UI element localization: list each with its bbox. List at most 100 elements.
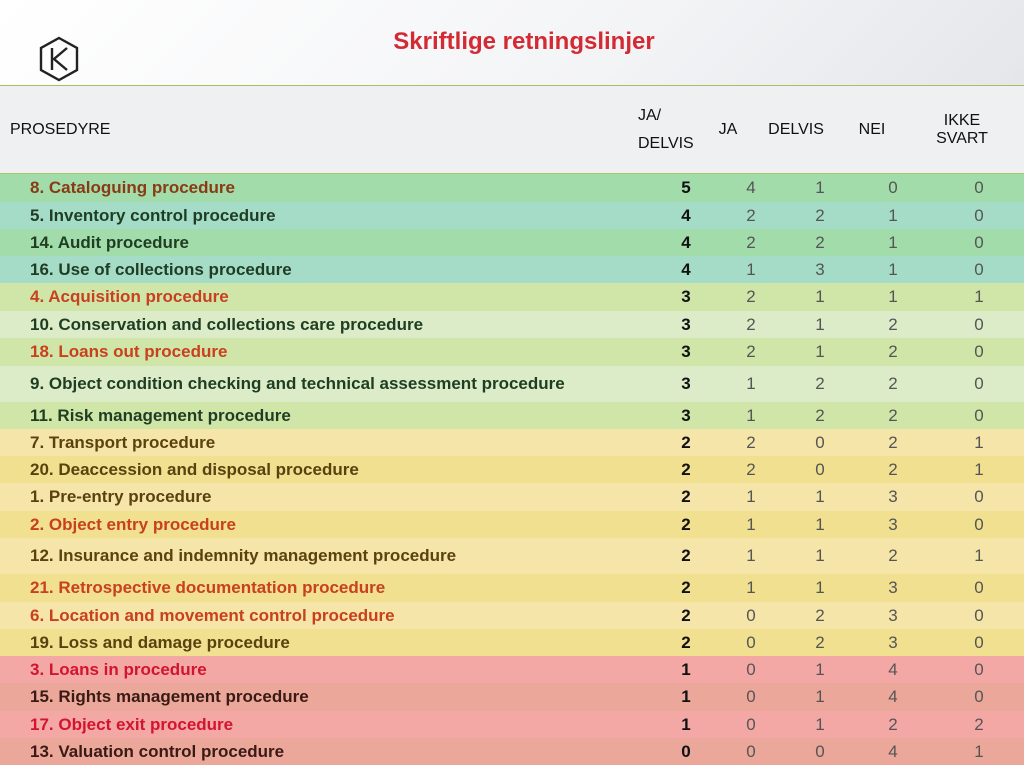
nei-value: 2: [888, 374, 898, 393]
nei-value: 3: [888, 632, 898, 652]
procedure-name: 20. Deaccession and disposal procedure: [30, 459, 359, 479]
nei-value: 2: [888, 432, 898, 452]
procedure-name: 15. Rights management procedure: [30, 687, 309, 706]
ja-delvis-value: 2: [681, 514, 691, 534]
table-row: 6. Location and movement control procedu…: [0, 602, 1024, 629]
table-row: 19. Loss and damage procedure 2 0 2 3 0: [0, 629, 1024, 656]
ja-delvis-value: 1: [681, 714, 691, 734]
ja-delvis-value: 2: [681, 459, 691, 479]
table-row: 18. Loans out procedure 3 2 1 2 0: [0, 338, 1024, 366]
ja-delvis-value: 3: [681, 314, 691, 334]
nei-value: 2: [888, 546, 898, 565]
delvis-value: 1: [815, 178, 825, 197]
header-ja-delvis: JA/ DELVIS: [638, 102, 694, 158]
table-row: 12. Insurance and indemnity management p…: [0, 538, 1024, 574]
ja-delvis-value: 1: [681, 687, 691, 706]
ja-value: 1: [746, 514, 756, 534]
delvis-value: 2: [815, 632, 825, 652]
delvis-value: 1: [815, 514, 825, 534]
procedure-name: 17. Object exit procedure: [30, 714, 234, 734]
ja-value: 1: [746, 259, 756, 279]
delvis-value: 0: [815, 432, 825, 452]
procedure-name: 21. Retrospective documentation procedur…: [30, 578, 386, 597]
procedure-name: 7. Transport procedure: [30, 432, 216, 452]
ikke-svart-value: 0: [974, 405, 984, 425]
ikke-svart-value: 1: [974, 432, 984, 452]
ja-delvis-value: 2: [681, 487, 691, 506]
header-ikke-svart: IKKE SVART: [936, 112, 988, 147]
table-row: 10. Conservation and collections care pr…: [0, 311, 1024, 338]
delvis-value: 2: [815, 374, 825, 393]
ja-value: 0: [746, 714, 756, 734]
ikke-svart-value: 0: [974, 232, 984, 252]
nei-value: 4: [888, 741, 898, 761]
nei-value: 2: [888, 405, 898, 425]
ja-value: 1: [746, 578, 756, 597]
procedure-name: 14. Audit procedure: [30, 232, 190, 252]
delvis-value: 2: [815, 405, 825, 425]
header-nei: NEI: [858, 121, 886, 138]
table-row: 9. Object condition checking and technic…: [0, 366, 1024, 402]
nei-value: 2: [888, 714, 898, 734]
table-row: 2. Object entry procedure 2 1 1 3 0: [0, 511, 1024, 538]
procedure-name: 4. Acquisition procedure: [30, 287, 229, 306]
table-row: 15. Rights management procedure 1 0 1 4 0: [0, 683, 1024, 711]
ikke-svart-value: 1: [974, 546, 984, 565]
ja-value: 1: [746, 405, 756, 425]
logo-icon: [39, 36, 79, 82]
delvis-value: 1: [815, 487, 825, 506]
table-row: 3. Loans in procedure 1 0 1 4 0: [0, 656, 1024, 683]
delvis-value: 1: [815, 546, 825, 565]
ja-value: 0: [746, 687, 756, 706]
nei-value: 3: [888, 605, 898, 625]
procedure-name: 8. Cataloguing procedure: [30, 178, 235, 197]
ikke-svart-value: 1: [974, 741, 984, 761]
ja-value: 1: [746, 487, 756, 506]
nei-value: 1: [888, 259, 898, 279]
ja-value: 2: [746, 314, 756, 334]
nei-value: 3: [888, 487, 898, 506]
header-ja-delvis-line1: JA/: [638, 107, 662, 124]
delvis-value: 1: [815, 714, 825, 734]
table-row: 13. Valuation control procedure 0 0 0 4 1: [0, 738, 1024, 765]
table-row: 16. Use of collections procedure 4 1 3 1 0: [0, 256, 1024, 283]
procedure-name: 11. Risk management procedure: [30, 405, 291, 425]
table-row: 8. Cataloguing procedure 5 4 1 0 0: [0, 174, 1024, 202]
ikke-svart-value: 0: [974, 659, 984, 679]
slide-header: Skriftlige retningslinjer: [0, 0, 1024, 86]
procedure-name: 12. Insurance and indemnity management p…: [30, 546, 457, 565]
slide-title: Skriftlige retningslinjer: [393, 28, 655, 55]
header-delvis: DELVIS: [768, 121, 824, 138]
ja-value: 2: [746, 342, 756, 361]
delvis-value: 1: [815, 342, 825, 361]
procedure-name: 16. Use of collections procedure: [30, 259, 292, 279]
nei-value: 1: [888, 287, 898, 306]
ja-delvis-value: 2: [681, 605, 691, 625]
table-row: 14. Audit procedure 4 2 2 1 0: [0, 229, 1024, 256]
procedure-name: 5. Inventory control procedure: [30, 205, 276, 225]
ikke-svart-value: 1: [974, 459, 984, 479]
table-header: PROSEDYRE JA/ DELVIS JA DELVIS NEI IKKE …: [0, 86, 1024, 174]
ikke-svart-value: 0: [974, 578, 984, 597]
delvis-value: 3: [815, 259, 825, 279]
ja-delvis-value: 5: [681, 178, 691, 197]
ikke-svart-value: 0: [974, 514, 984, 534]
ja-delvis-value: 4: [681, 259, 691, 279]
table-row: 4. Acquisition procedure 3 2 1 1 1: [0, 283, 1024, 311]
ja-delvis-value: 2: [681, 432, 691, 452]
header-ja-delvis-line2: DELVIS: [638, 135, 694, 152]
ja-value: 0: [746, 659, 756, 679]
ja-value: 4: [746, 178, 756, 197]
ja-delvis-value: 3: [681, 405, 691, 425]
procedure-name: 3. Loans in procedure: [30, 659, 207, 679]
table-row: 1. Pre-entry procedure 2 1 1 3 0: [0, 483, 1024, 511]
delvis-value: 0: [815, 459, 825, 479]
delvis-value: 1: [815, 578, 825, 597]
table-row: 7. Transport procedure 2 2 0 2 1: [0, 429, 1024, 456]
ja-delvis-value: 0: [681, 741, 691, 761]
delvis-value: 1: [815, 287, 825, 306]
ja-value: 1: [746, 546, 756, 565]
ikke-svart-value: 0: [974, 178, 984, 197]
ikke-svart-value: 0: [974, 314, 984, 334]
nei-value: 3: [888, 578, 898, 597]
